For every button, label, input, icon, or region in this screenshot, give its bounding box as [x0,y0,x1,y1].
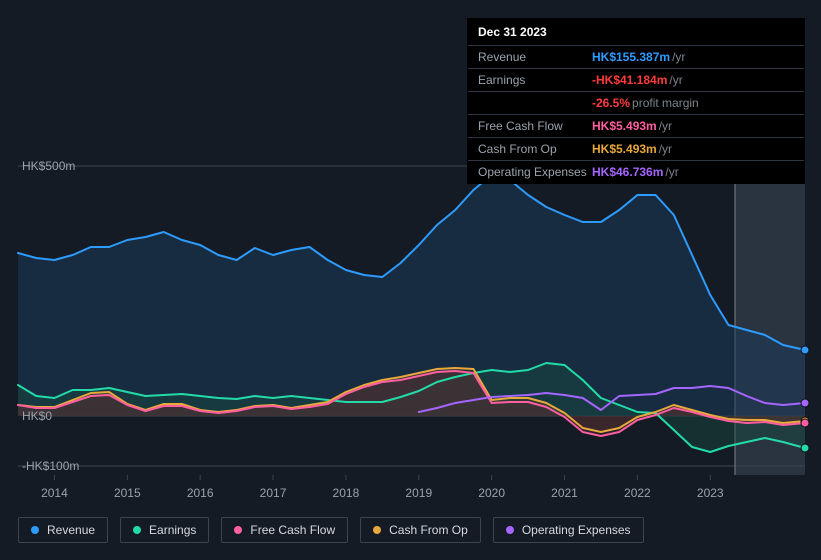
legend-item-revenue[interactable]: Revenue [18,517,108,543]
legend-label: Operating Expenses [522,523,631,537]
chart-tooltip: Dec 31 2023 RevenueHK$155.387m /yrEarnin… [467,18,805,184]
tooltip-row-revenue: RevenueHK$155.387m /yr [468,45,804,68]
legend-label: Cash From Op [389,523,468,537]
tooltip-label: Earnings [478,73,592,87]
legend-item-earnings[interactable]: Earnings [120,517,209,543]
legend-swatch [31,526,39,534]
tooltip-row-profit_margin: .-26.5% profit margin [468,91,804,114]
x-axis-label: 2017 [248,486,298,500]
tooltip-row-earnings: Earnings-HK$41.184m /yr [468,68,804,91]
legend-swatch [234,526,242,534]
tooltip-unit: /yr [665,165,678,179]
legend-label: Free Cash Flow [250,523,335,537]
legend-item-opex[interactable]: Operating Expenses [493,517,644,543]
x-axis-label: 2019 [394,486,444,500]
legend-label: Revenue [47,523,95,537]
chart-root: HK$500m HK$0 -HK$100m 2014 2015 2016 2017 2018… [0,0,821,560]
series-endpoint-revenue[interactable] [801,346,809,354]
x-axis-label: 2015 [102,486,152,500]
tooltip-value: HK$5.493m [592,142,657,156]
legend-swatch [373,526,381,534]
tooltip-title: Dec 31 2023 [468,19,804,45]
x-axis-label: 2020 [467,486,517,500]
tooltip-unit: /yr [672,50,685,64]
tooltip-unit: /yr [659,119,672,133]
x-axis-label: 2023 [685,486,735,500]
tooltip-value: HK$5.493m [592,119,657,133]
tooltip-label: Free Cash Flow [478,119,592,133]
tooltip-extra: profit margin [632,96,699,110]
tooltip-unit: /yr [669,73,682,87]
x-axis-label: 2018 [321,486,371,500]
tooltip-row-opex: Operating ExpensesHK$46.736m /yr [468,160,804,183]
tooltip-value: -26.5% [592,96,630,110]
x-axis-label: 2021 [540,486,590,500]
tooltip-row-fcf: Free Cash FlowHK$5.493m /yr [468,114,804,137]
legend-label: Earnings [149,523,196,537]
y-axis-label: -HK$100m [22,459,79,473]
x-axis-label: 2016 [175,486,225,500]
tooltip-value: -HK$41.184m [592,73,667,87]
x-axis-label: 2014 [29,486,79,500]
legend-swatch [506,526,514,534]
legend-swatch [133,526,141,534]
series-endpoint-free_cash_flow[interactable] [801,419,809,427]
y-axis-label: HK$500m [22,159,75,173]
x-axis-label: 2022 [612,486,662,500]
tooltip-label: Revenue [478,50,592,64]
tooltip-value: HK$46.736m [592,165,663,179]
legend-item-fcf[interactable]: Free Cash Flow [221,517,348,543]
y-axis-label: HK$0 [22,409,52,423]
series-endpoint-earnings[interactable] [801,444,809,452]
legend-item-cfo[interactable]: Cash From Op [360,517,481,543]
tooltip-value: HK$155.387m [592,50,670,64]
series-endpoint-op_expenses[interactable] [801,399,809,407]
tooltip-row-cfo: Cash From OpHK$5.493m /yr [468,137,804,160]
tooltip-label: Cash From Op [478,142,592,156]
tooltip-label: Operating Expenses [478,165,592,179]
tooltip-unit: /yr [659,142,672,156]
legend: Revenue Earnings Free Cash Flow Cash From O… [18,517,644,543]
